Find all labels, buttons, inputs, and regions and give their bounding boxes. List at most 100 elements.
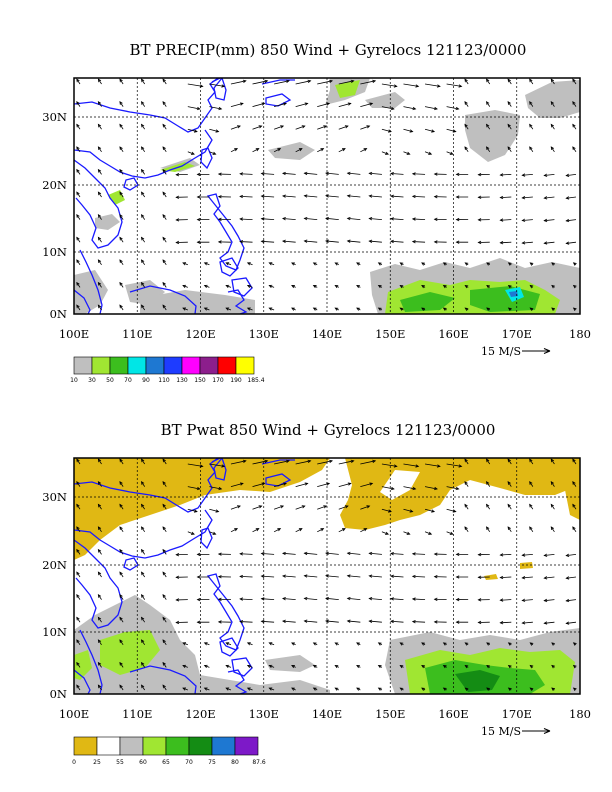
- coastline: [74, 539, 123, 629]
- wind-vector: [500, 576, 512, 579]
- wind-vector: [529, 481, 534, 487]
- wind-arrowhead: [246, 284, 251, 288]
- wind-arrowhead: [140, 526, 145, 531]
- wind-vector: [98, 237, 102, 243]
- wind-arrowhead: [258, 125, 263, 129]
- wind-arrowhead: [140, 146, 145, 151]
- wind-vector: [566, 219, 577, 222]
- wind-arrowhead: [280, 125, 285, 129]
- colorbar-label: 0: [72, 759, 76, 766]
- wind-arrowhead: [342, 148, 346, 152]
- wind-arrowhead: [283, 482, 287, 486]
- wind-vector: [486, 146, 491, 153]
- wind-vector: [507, 458, 512, 465]
- wind-arrowhead: [162, 304, 166, 309]
- precip-wind-vectors: [76, 78, 577, 311]
- wind-vector: [119, 146, 124, 153]
- colorbar-label: 87.6: [252, 759, 266, 766]
- wind-vector: [240, 575, 253, 578]
- wind-vector: [550, 146, 555, 153]
- wind-vector: [230, 125, 241, 130]
- coastline: [74, 159, 123, 249]
- wind-vector: [446, 508, 456, 512]
- wind-arrowhead: [550, 526, 555, 531]
- wind-arrowhead: [486, 526, 490, 531]
- pwat-y-axis: 0N 10N 20N 30N: [42, 490, 67, 701]
- wind-arrowhead: [162, 236, 166, 241]
- wind-vector: [381, 463, 397, 467]
- wind-vector: [76, 504, 81, 510]
- wind-arrowhead: [543, 621, 548, 625]
- wind-vector: [403, 463, 419, 467]
- colorbar-swatch: [145, 356, 165, 375]
- wind-vector: [273, 148, 281, 153]
- wind-vector: [230, 483, 244, 487]
- x-tick-label: 100E: [59, 707, 89, 721]
- wind-vector: [369, 218, 382, 220]
- wind-arrowhead: [301, 125, 306, 129]
- wind-arrowhead: [225, 687, 230, 691]
- wind-arrowhead: [411, 597, 416, 601]
- wind-arrowhead: [521, 576, 526, 580]
- wind-vector: [240, 218, 253, 220]
- wind-arrowhead: [346, 619, 351, 623]
- wind-arrowhead: [140, 571, 145, 576]
- wind-arrowhead: [325, 239, 329, 243]
- wind-arrowhead: [239, 194, 244, 199]
- wind-vector: [412, 598, 426, 600]
- pwat-coastlines: [74, 458, 295, 694]
- wind-arrowhead: [312, 307, 317, 311]
- wind-arrowhead: [421, 642, 425, 646]
- wind-vector: [209, 83, 225, 87]
- wind-arrowhead: [191, 151, 195, 155]
- wind-arrowhead: [433, 552, 438, 556]
- wind-vector: [304, 195, 318, 198]
- wind-arrowhead: [182, 664, 187, 668]
- wind-arrowhead: [162, 259, 166, 264]
- pwat-wind-vectors: [76, 458, 577, 691]
- wind-arrowhead: [119, 259, 123, 264]
- wind-arrowhead: [411, 172, 416, 176]
- wind-vector: [252, 103, 265, 107]
- wind-arrowhead: [162, 214, 166, 218]
- wind-vector: [162, 259, 167, 266]
- wind-vector: [187, 508, 198, 512]
- wind-vector: [412, 621, 426, 623]
- wind-arrowhead: [372, 79, 377, 83]
- wind-arrowhead: [182, 307, 187, 311]
- wind-arrowhead: [268, 307, 273, 311]
- wind-vector: [412, 218, 426, 220]
- wind-vector: [261, 195, 275, 198]
- wind-arrowhead: [225, 642, 230, 646]
- wind-vector: [572, 146, 577, 153]
- wind-arrowhead: [346, 194, 351, 198]
- wind-vector: [141, 617, 146, 623]
- wind-arrowhead: [507, 101, 511, 105]
- wind-arrowhead: [550, 481, 555, 485]
- wind-vector: [76, 101, 81, 107]
- wind-arrowhead: [409, 129, 414, 133]
- wind-vector: [98, 571, 102, 578]
- wind-arrowhead: [191, 531, 195, 535]
- wind-vector: [566, 621, 577, 624]
- wind-arrowhead: [119, 503, 123, 508]
- wind-arrowhead: [334, 687, 339, 691]
- wind-arrowhead: [368, 171, 373, 176]
- wind-vector: [141, 662, 146, 668]
- wind-arrowhead: [486, 458, 490, 463]
- wind-vector: [295, 148, 303, 153]
- wind-arrowhead: [162, 548, 166, 553]
- wind-vector: [522, 241, 533, 244]
- wind-arrowhead: [199, 84, 204, 88]
- colorbar-label: 25: [93, 759, 101, 766]
- wind-vector: [544, 219, 555, 222]
- wind-arrowhead: [76, 526, 80, 531]
- wind-arrowhead: [543, 553, 548, 557]
- y-tick-label: 0N: [50, 687, 67, 701]
- colorbar-swatch: [73, 736, 98, 756]
- wind-vector: [347, 217, 361, 220]
- wind-arrowhead: [377, 687, 382, 691]
- wind-arrowhead: [320, 528, 325, 532]
- wind-arrowhead: [399, 285, 404, 289]
- wind-arrowhead: [97, 191, 102, 196]
